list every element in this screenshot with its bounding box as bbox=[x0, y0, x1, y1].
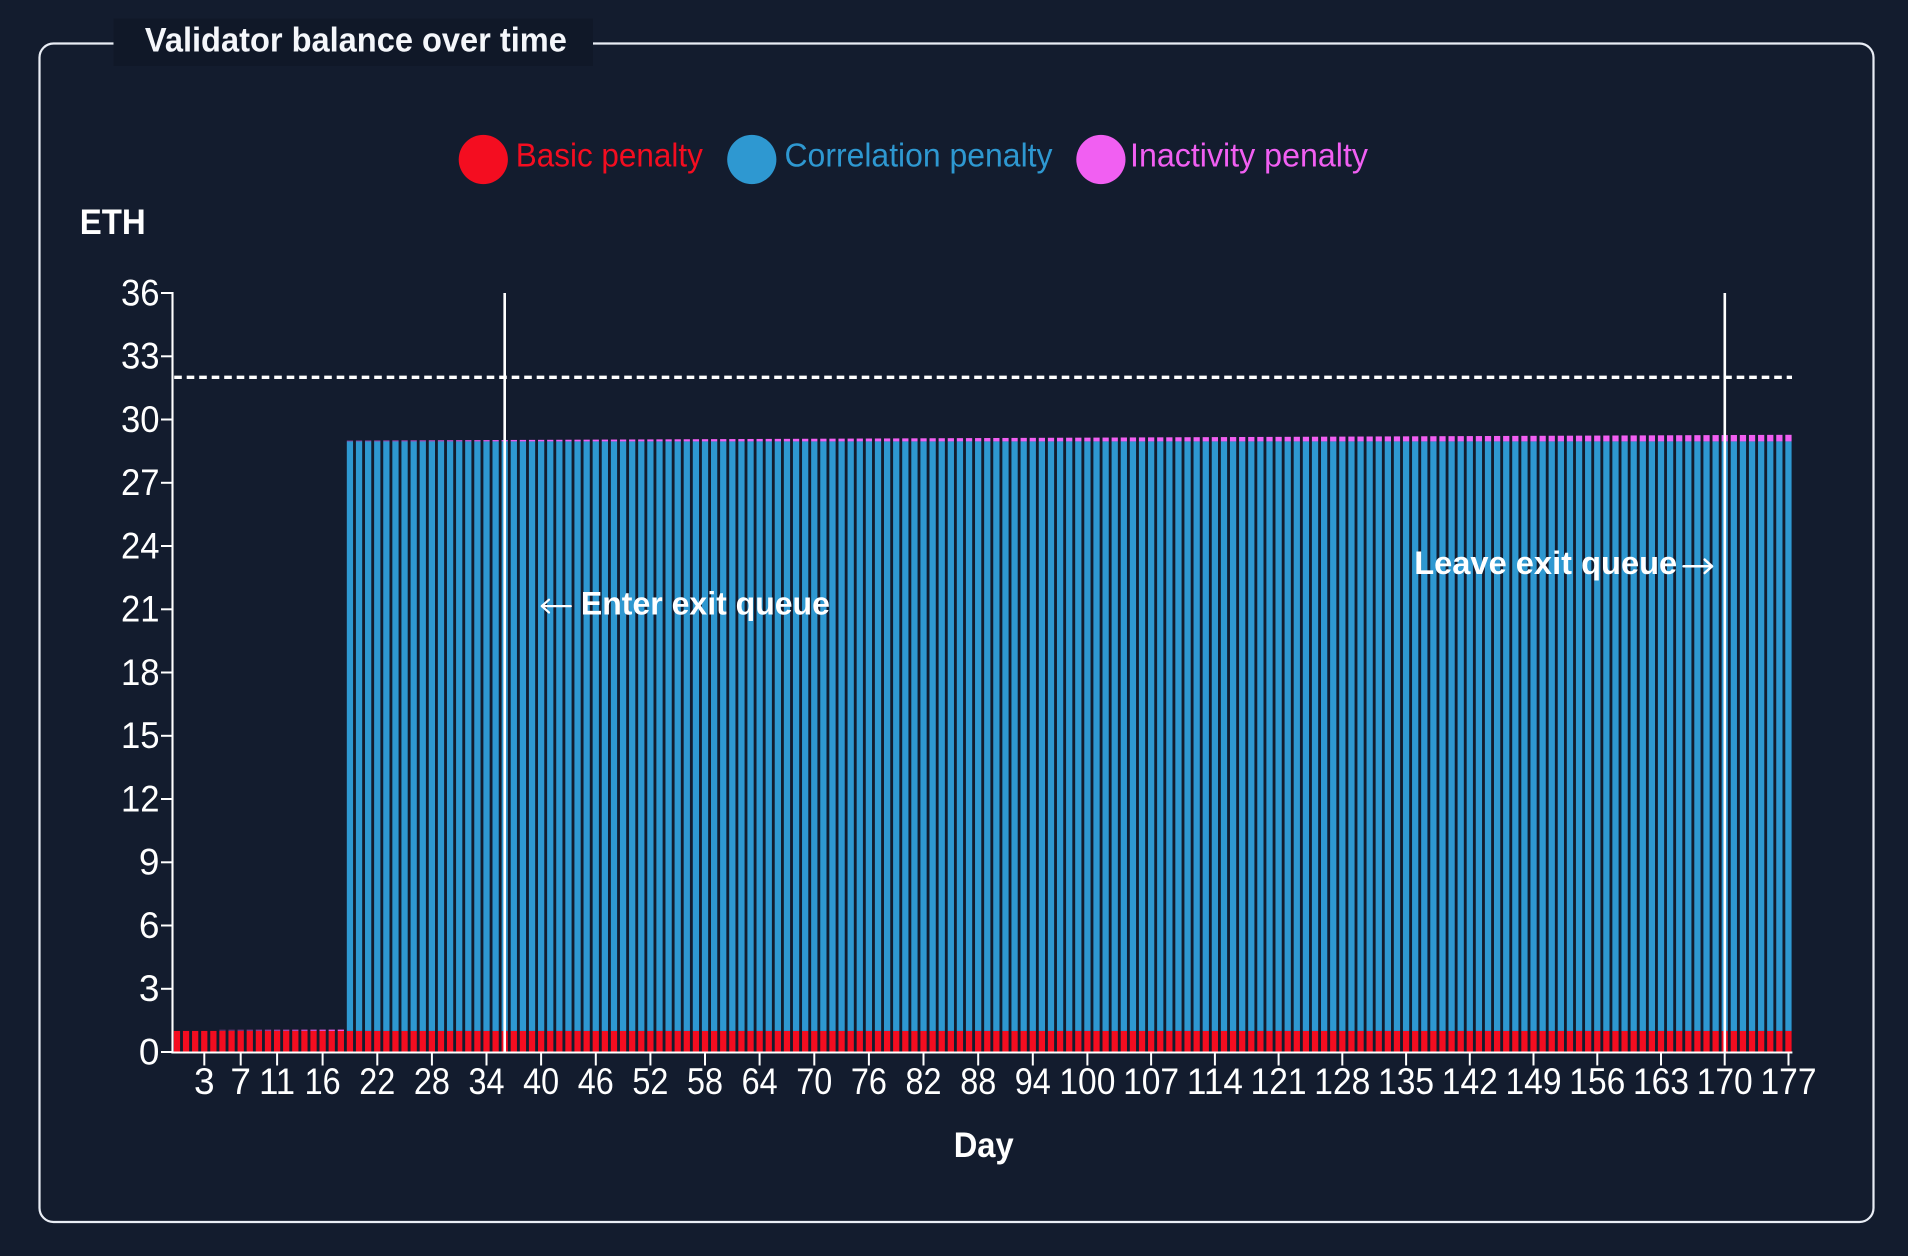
svg-text:9: 9 bbox=[139, 842, 160, 883]
svg-text:36: 36 bbox=[121, 272, 160, 313]
svg-text:58: 58 bbox=[687, 1061, 723, 1102]
svg-text:82: 82 bbox=[906, 1061, 942, 1102]
svg-text:40: 40 bbox=[523, 1061, 559, 1102]
svg-text:121: 121 bbox=[1251, 1061, 1307, 1102]
svg-text:107: 107 bbox=[1123, 1061, 1179, 1102]
svg-text:94: 94 bbox=[1015, 1061, 1051, 1102]
svg-text:Validator balance over time: Validator balance over time bbox=[145, 22, 567, 60]
svg-text:Basic penalty: Basic penalty bbox=[516, 137, 703, 174]
svg-text:30: 30 bbox=[121, 399, 160, 440]
svg-text:16: 16 bbox=[305, 1061, 341, 1102]
svg-text:0: 0 bbox=[139, 1031, 160, 1072]
svg-text:64: 64 bbox=[742, 1061, 778, 1102]
svg-text:76: 76 bbox=[851, 1061, 887, 1102]
svg-text:7: 7 bbox=[230, 1061, 251, 1102]
svg-text:15: 15 bbox=[121, 715, 160, 756]
svg-text:100: 100 bbox=[1059, 1061, 1115, 1102]
svg-text:Correlation penalty: Correlation penalty bbox=[785, 137, 1053, 174]
svg-text:12: 12 bbox=[121, 778, 160, 819]
svg-text:Enter exit queue: Enter exit queue bbox=[581, 585, 830, 621]
svg-text:142: 142 bbox=[1442, 1061, 1498, 1102]
svg-text:135: 135 bbox=[1378, 1061, 1434, 1102]
svg-text:114: 114 bbox=[1187, 1061, 1243, 1102]
svg-text:70: 70 bbox=[796, 1061, 832, 1102]
svg-text:Inactivity penalty: Inactivity penalty bbox=[1130, 137, 1368, 174]
svg-text:156: 156 bbox=[1569, 1061, 1625, 1102]
svg-text:18: 18 bbox=[121, 652, 160, 693]
svg-text:22: 22 bbox=[359, 1061, 395, 1102]
svg-text:170: 170 bbox=[1697, 1061, 1753, 1102]
svg-text:Day: Day bbox=[954, 1125, 1014, 1165]
svg-text:33: 33 bbox=[121, 336, 160, 377]
svg-text:21: 21 bbox=[121, 589, 160, 630]
svg-text:34: 34 bbox=[469, 1061, 505, 1102]
svg-text:27: 27 bbox=[121, 462, 160, 503]
svg-text:177: 177 bbox=[1761, 1061, 1817, 1102]
svg-text:6: 6 bbox=[139, 905, 160, 946]
svg-text:Leave exit queue: Leave exit queue bbox=[1414, 545, 1677, 581]
svg-text:28: 28 bbox=[414, 1061, 450, 1102]
svg-text:52: 52 bbox=[632, 1061, 668, 1102]
svg-text:3: 3 bbox=[139, 968, 160, 1009]
svg-text:128: 128 bbox=[1314, 1061, 1370, 1102]
svg-text:46: 46 bbox=[578, 1061, 614, 1102]
svg-text:88: 88 bbox=[960, 1061, 996, 1102]
svg-text:3: 3 bbox=[194, 1061, 215, 1102]
svg-text:149: 149 bbox=[1506, 1061, 1562, 1102]
svg-text:163: 163 bbox=[1633, 1061, 1689, 1102]
svg-text:11: 11 bbox=[259, 1061, 295, 1102]
svg-text:24: 24 bbox=[121, 525, 160, 566]
svg-text:ETH: ETH bbox=[80, 202, 146, 242]
